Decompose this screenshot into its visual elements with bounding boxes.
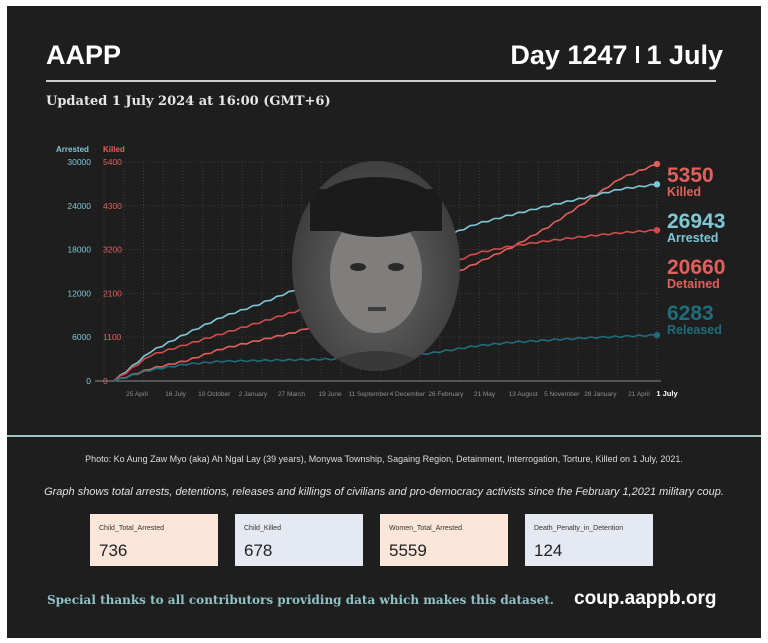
right-axis-tick-label: 3200 — [103, 245, 122, 255]
right-axis-title: Killed — [103, 145, 125, 154]
stat-value: 5559 — [389, 541, 427, 560]
website-link[interactable]: coup.aappb.org — [574, 588, 717, 609]
stat-label: Child_Total_Arrested — [99, 525, 164, 532]
series-end-point-released — [653, 331, 661, 339]
series-end-point-detained — [653, 226, 661, 234]
x-axis-tick-label: 13 August — [509, 391, 538, 398]
right-axis-tick-label: 4300 — [103, 201, 122, 211]
x-axis-tick-label: 5 November — [544, 391, 580, 398]
photo-caption: Photo: Ko Aung Zaw Myo (aka) Ah Ngal Lay… — [85, 454, 683, 464]
x-axis-tick-label: 26 February — [428, 391, 464, 398]
right-axis-tick-label: 1100 — [103, 332, 122, 342]
stat-card-child-killed: Child_Killed 678 — [235, 514, 363, 566]
infographic-frame: AAPP Day 1247 1 July Updated 1 July 2024 … — [7, 6, 761, 638]
x-axis-tick-label: 2 January — [239, 391, 268, 398]
day-counter: Day 1247 1 July — [510, 40, 723, 71]
series-final-value: 26943 — [667, 210, 725, 233]
portrait-face — [330, 213, 422, 333]
series-final-value: 5350 — [667, 164, 714, 187]
left-axis-title: Arrested — [56, 145, 89, 154]
brand-title: AAPP — [46, 40, 122, 70]
left-axis-tick-label: 6000 — [72, 332, 91, 342]
header-rule — [46, 80, 716, 82]
portrait-hair-top — [314, 177, 438, 237]
x-axis-tick-label: 28 January — [584, 391, 617, 398]
series-end-point-arrested — [653, 181, 661, 188]
separator-bar — [636, 46, 640, 63]
stat-value: 736 — [99, 541, 128, 560]
left-axis-tick-label: 24000 — [67, 201, 91, 211]
section-divider — [7, 435, 761, 437]
x-axis-tick-label: 25 April — [126, 391, 148, 398]
left-axis-tick-label: 30000 — [67, 157, 91, 167]
series-final-value: 6283 — [667, 302, 714, 325]
stat-card-death-penalty: Death_Penalty_in_Detention 124 — [525, 514, 653, 566]
victim-portrait-photo — [292, 161, 460, 371]
x-axis-tick-label: 21 April — [628, 391, 650, 398]
portrait-eye-left — [350, 263, 366, 271]
right-axis-tick-label: 2100 — [103, 288, 122, 298]
thanks-note: Special thanks to all contributors provi… — [47, 593, 554, 607]
stat-label: Death_Penalty_in_Detention — [534, 525, 624, 532]
left-axis-tick-label: 18000 — [67, 245, 91, 255]
stat-value: 678 — [244, 541, 273, 560]
series-name-label: Released — [667, 323, 722, 337]
x-axis-tick-label: 1 July — [656, 389, 678, 398]
x-axis-tick-label: 4 December — [390, 391, 426, 398]
graph-description: Graph shows total arrests, detentions, r… — [44, 486, 724, 498]
portrait-eye-right — [388, 263, 404, 271]
series-name-label: Arrested — [667, 231, 718, 245]
stat-label: Child_Killed — [244, 525, 281, 532]
x-axis-tick-label: 10 October — [198, 391, 231, 398]
x-axis-tick-label: 11 September — [349, 391, 390, 398]
x-axis-tick-label: 21 May — [474, 391, 496, 398]
day-number: Day 1247 — [510, 40, 628, 70]
stat-card-women-arrested: Women_Total_Arrested 5559 — [380, 514, 508, 566]
portrait-mouth — [368, 307, 386, 311]
series-name-label: Detained — [667, 277, 720, 291]
stat-label: Women_Total_Arrested — [389, 525, 463, 532]
series-end-point-killed — [653, 160, 661, 168]
portrait-figure — [310, 177, 442, 371]
stat-card-child-arrested: Child_Total_Arrested 736 — [90, 514, 218, 566]
series-name-label: Killed — [667, 185, 701, 199]
left-axis-tick-label: 12000 — [67, 288, 91, 298]
series-final-value: 20660 — [667, 256, 725, 279]
stat-value: 124 — [534, 541, 563, 560]
updated-timestamp: Updated 1 July 2024 at 16:00 (GMT+6) — [46, 94, 331, 109]
right-axis-tick-label: 5400 — [103, 157, 122, 167]
left-axis-tick-label: 0 — [86, 376, 91, 386]
day-date: 1 July — [646, 40, 723, 70]
x-axis-tick-label: 19 June — [319, 391, 343, 398]
x-axis-tick-label: 27 March — [278, 391, 305, 398]
x-axis-tick-label: 16 July — [165, 391, 186, 398]
